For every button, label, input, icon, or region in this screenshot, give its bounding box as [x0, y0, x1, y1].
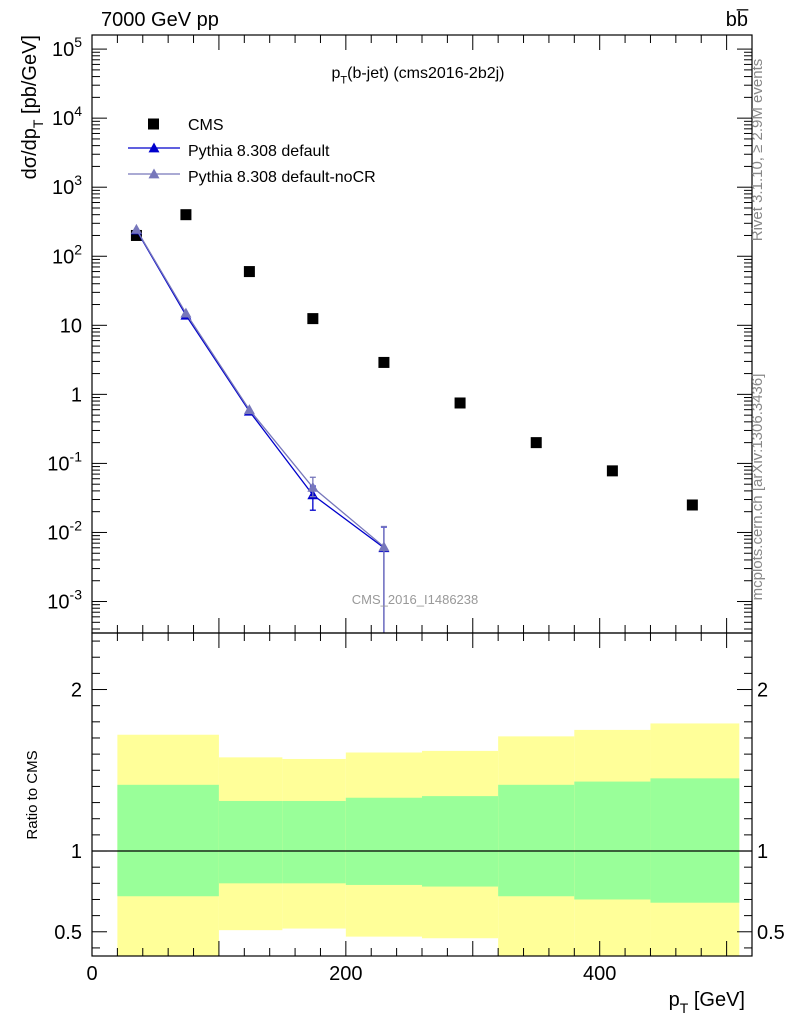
ratio-inner-band-1: [218, 800, 283, 884]
data-point: [454, 397, 466, 409]
data-point: [530, 437, 542, 449]
data-point: [378, 541, 390, 552]
data-point: [243, 404, 255, 415]
main-y-tick-label: 1: [71, 384, 82, 406]
legend-marker: [148, 168, 160, 179]
legend-entry-2: Pythia 8.308 default-noCR: [128, 168, 376, 186]
data-point: [307, 481, 319, 492]
data-point: [686, 499, 698, 511]
legend: CMS Pythia 8.308 default Pythia 8.308 defa…: [128, 117, 376, 186]
mcplots-label: mcplots.cern.ch [arXiv:1306.3436]: [749, 374, 766, 601]
data-series: [130, 209, 698, 633]
ratio-y-tick-label-left: 2: [71, 680, 82, 702]
rivet-label: Rivet 3.1.10, ≥ 2.9M events: [749, 59, 766, 242]
legend-label: Pythia 8.308 default: [188, 143, 330, 160]
ratio-uncertainty-bands: [92, 723, 752, 956]
series-line: [135, 229, 385, 549]
main-y-tick-label: 10-2: [47, 517, 82, 544]
ratio-inner-band-7: [650, 778, 740, 903]
main-y-tick-label: 10-3: [47, 587, 82, 614]
series-pythia-8-308-default-nocr: [130, 223, 390, 633]
ratio-inner-band-4: [422, 796, 499, 887]
data-point: [243, 266, 255, 278]
series-line: [135, 229, 385, 548]
ratio-y-tick-label-right: 0.5: [757, 922, 785, 944]
main-y-axis-label: dσ/dpT [pb/GeV]: [19, 35, 46, 179]
ratio-y-tick-label-left: 1: [71, 841, 82, 863]
main-y-tick-label: 10: [60, 315, 82, 337]
legend-entry-0: CMS: [148, 117, 224, 134]
ratio-inner-band-0: [117, 784, 219, 897]
data-point: [307, 313, 319, 325]
legend-marker: [148, 142, 160, 153]
main-y-tick-label: 104: [52, 103, 82, 130]
plot-title: pT(b-jet) (cms2016-2b2j): [331, 65, 504, 87]
analysis-watermark: CMS_2016_I1486238: [352, 592, 479, 607]
ratio-y-axis-label: Ratio to CMS: [24, 750, 41, 839]
x-axis-label: pT [GeV]: [669, 989, 745, 1016]
axis-ticks: [91, 35, 753, 956]
legend-label: Pythia 8.308 default-noCR: [188, 169, 376, 186]
ratio-y-tick-label-right: 1: [757, 841, 768, 863]
legend-entry-1: Pythia 8.308 default: [128, 142, 330, 160]
data-point: [180, 307, 192, 318]
main-y-tick-label: 103: [52, 172, 82, 199]
ratio-inner-band-6: [574, 781, 651, 900]
legend-marker: [148, 118, 159, 130]
x-tick-label: 400: [583, 963, 616, 985]
main-y-tick-label: 102: [52, 241, 82, 268]
ratio-y-tick-label-right: 2: [757, 680, 768, 702]
data-point: [130, 223, 142, 234]
x-tick-label: 0: [86, 963, 97, 985]
ratio-y-tick-labels: 0.5 0.5 1 1 2 2: [54, 680, 785, 944]
x-tick-label: 200: [329, 963, 362, 985]
data-point: [180, 209, 192, 221]
main-y-tick-label: 105: [52, 34, 82, 61]
data-point: [130, 229, 142, 241]
header-left: 7000 GeV pp: [101, 9, 219, 31]
ratio-inner-band-3: [345, 797, 422, 885]
data-point: [606, 465, 618, 477]
main-y-tick-label: 10-1: [47, 448, 82, 475]
series-cms: [130, 209, 698, 511]
ratio-inner-band-5: [498, 784, 575, 897]
legend-label: CMS: [188, 117, 224, 134]
data-point: [378, 356, 390, 368]
ratio-plot-frame: [91, 632, 753, 957]
ratio-inner-band-2: [282, 800, 346, 884]
x-tick-labels: 0 200 400: [86, 963, 616, 985]
header-right: bb̅: [726, 8, 749, 31]
ratio-y-tick-label-left: 0.5: [54, 922, 82, 944]
